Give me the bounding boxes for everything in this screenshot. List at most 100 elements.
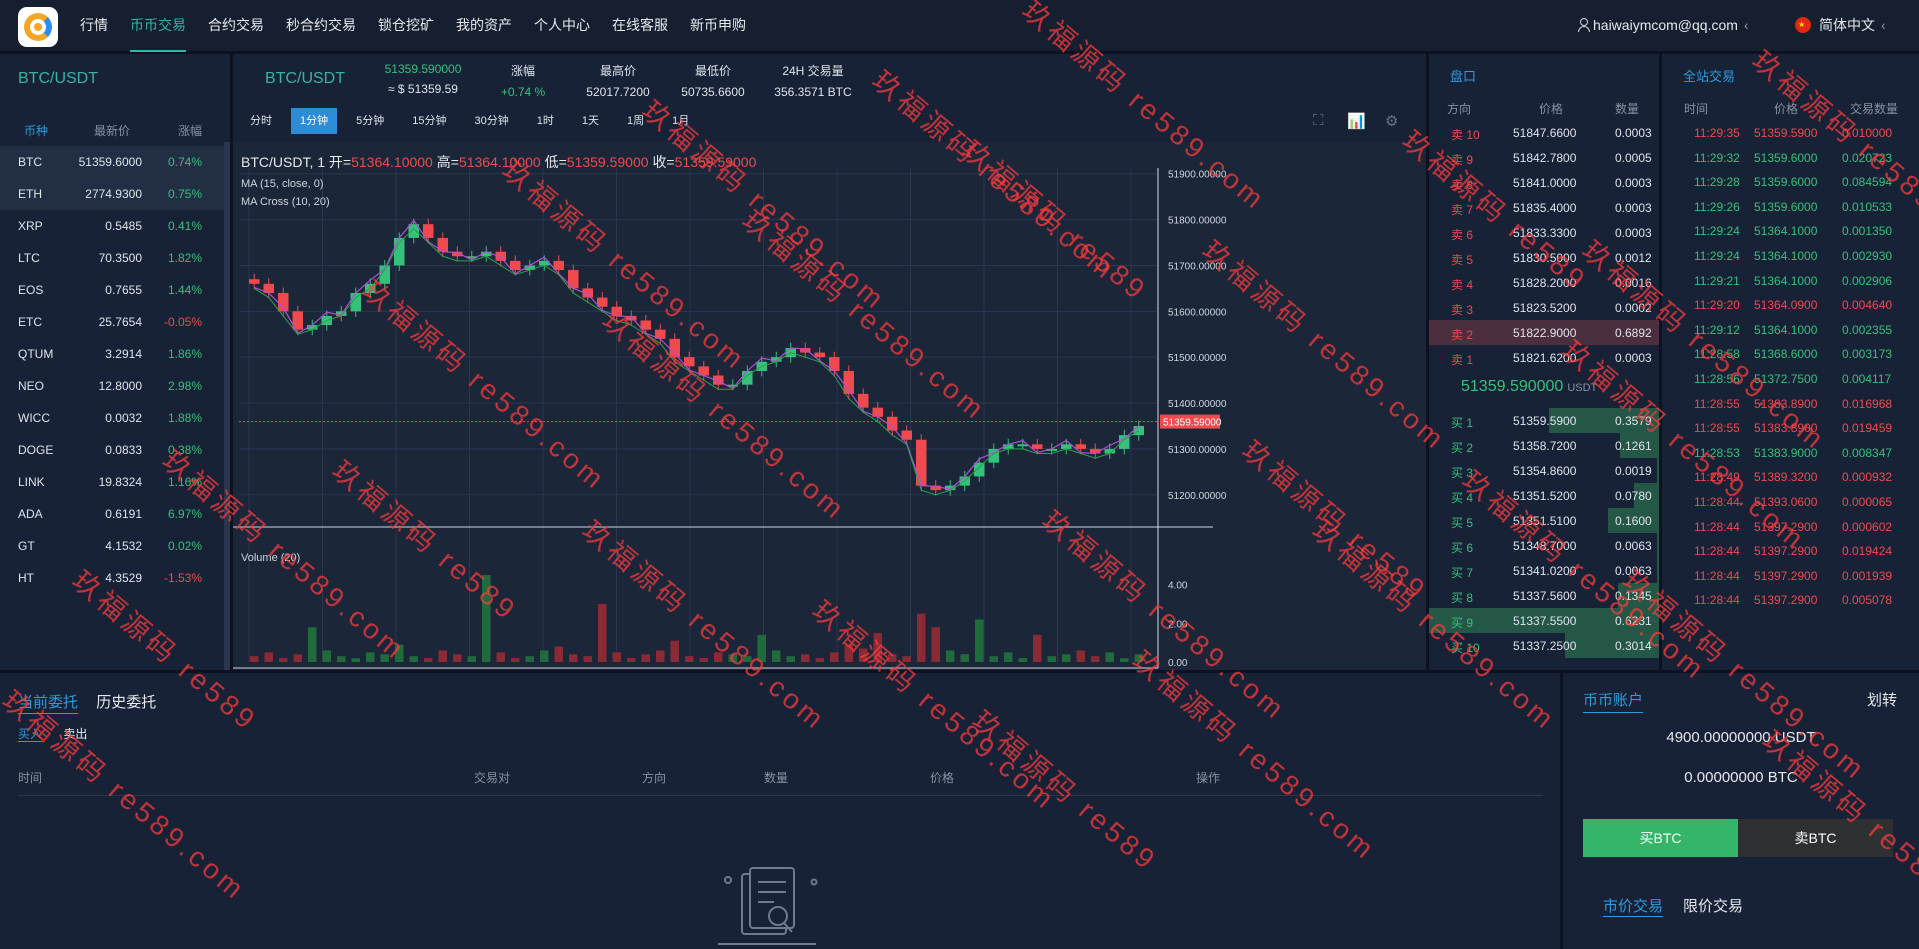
nav-staking[interactable]: 锁仓挖矿 <box>378 17 434 33</box>
indicator-ma-label: MA (15, close, 0) <box>241 178 324 190</box>
trade-amount: 0.003173 <box>1842 347 1893 362</box>
ask-row[interactable]: 卖 8 51841.0000 0.0003 <box>1429 170 1659 195</box>
market-list-scrollbar[interactable] <box>224 142 230 670</box>
ask-side: 卖 4 <box>1451 278 1474 292</box>
timeframe-4[interactable]: 30分钟 <box>474 115 509 127</box>
nav-spot-trading[interactable]: 币币交易 <box>130 0 186 52</box>
volume-bar <box>931 627 940 662</box>
ask-price: 51847.6600 <box>1513 126 1577 140</box>
market-row-eth[interactable]: ETH 2774.9300 0.75% <box>0 178 226 210</box>
market-row-btc[interactable]: BTC 51359.6000 0.74% <box>0 146 226 178</box>
volume-bar <box>482 575 491 662</box>
nav-profile[interactable]: 个人中心 <box>534 17 590 33</box>
header-coin[interactable]: 币种 <box>24 124 49 138</box>
volume-bar <box>438 650 447 662</box>
timeframe-5[interactable]: 1时 <box>536 115 554 127</box>
market-row-etc[interactable]: ETC 25.7654 -0.05% <box>0 306 226 338</box>
timeframe-3[interactable]: 15分钟 <box>412 115 447 127</box>
tab-current-orders[interactable]: 当前委托 <box>18 694 79 714</box>
bid-row[interactable]: 买 7 51341.0200 0.0063 <box>1429 558 1659 583</box>
filter-buy[interactable]: 买入 <box>18 727 43 742</box>
ask-row[interactable]: 卖 5 51830.5000 0.0012 <box>1429 245 1659 270</box>
bid-row[interactable]: 买 2 51358.7200 0.1261 <box>1429 433 1659 458</box>
market-row-link[interactable]: LINK 19.8324 1.16% <box>0 466 226 498</box>
nav-new-coin[interactable]: 新币申购 <box>690 17 746 33</box>
buy-btc-button[interactable]: 买BTC <box>1583 819 1738 857</box>
market-row-xrp[interactable]: XRP 0.5485 0.41% <box>0 210 226 242</box>
volume-bar <box>264 652 273 662</box>
market-symbol: QTUM <box>18 347 54 361</box>
user-menu[interactable]: haiwaiymcom@qq.com ‹ <box>1578 0 1749 52</box>
sell-btc-button[interactable]: 卖BTC <box>1738 819 1893 857</box>
trade-row: 11:28:55 51383.8900 0.019459 <box>1662 415 1919 440</box>
candlestick-chart[interactable]: 51900.00000 51800.00000 51700.00000 51600.0… <box>233 142 1426 670</box>
transfer-link[interactable]: 划转 <box>1866 692 1897 709</box>
nav-market[interactable]: 行情 <box>80 17 108 33</box>
candle-body <box>539 260 550 266</box>
col-action: 操作 <box>1196 771 1221 785</box>
market-price: 4.1532 <box>105 539 142 553</box>
market-row-neo[interactable]: NEO 12.8000 2.98% <box>0 370 226 402</box>
bid-row[interactable]: 买 4 51351.5200 0.0780 <box>1429 483 1659 508</box>
ask-row[interactable]: 卖 7 51835.4000 0.0003 <box>1429 195 1659 220</box>
ask-row[interactable]: 卖 4 51828.2000 0.0016 <box>1429 270 1659 295</box>
nav-support[interactable]: 在线客服 <box>612 17 668 33</box>
market-price: 19.8324 <box>98 475 142 489</box>
market-row-ltc[interactable]: LTC 70.3500 1.82% <box>0 242 226 274</box>
tab-market-order[interactable]: 市价交易 <box>1603 895 1664 917</box>
tab-limit-order[interactable]: 限价交易 <box>1683 898 1744 915</box>
logo[interactable] <box>18 7 58 47</box>
ask-row[interactable]: 卖 2 51822.9000 0.6892 <box>1429 320 1659 345</box>
volume-bar <box>641 654 650 662</box>
timeframe-6[interactable]: 1天 <box>581 115 599 127</box>
header-latest-price[interactable]: 最新价 <box>94 124 131 138</box>
ask-side: 卖 7 <box>1451 203 1474 217</box>
market-row-eos[interactable]: EOS 0.7655 1.44% <box>0 274 226 306</box>
market-row-gt[interactable]: GT 4.1532 0.02% <box>0 530 226 562</box>
bid-row[interactable]: 买 3 51354.8600 0.0019 <box>1429 458 1659 483</box>
bid-qty: 0.3014 <box>1615 639 1652 653</box>
nav-second-contract[interactable]: 秒合约交易 <box>286 17 356 33</box>
bid-row[interactable]: 买 10 51337.2500 0.3014 <box>1429 633 1659 658</box>
market-row-ht[interactable]: HT 4.3529 -1.53% <box>0 562 226 594</box>
market-row-wicc[interactable]: WICC 0.0032 1.88% <box>0 402 226 434</box>
candle-body <box>974 462 985 477</box>
settings-gear-icon[interactable]: ⚙ <box>1385 113 1399 130</box>
candle-body <box>742 370 753 385</box>
candle-body <box>466 256 477 259</box>
ask-row[interactable]: 卖 3 51823.5200 0.0002 <box>1429 295 1659 320</box>
price-tick-label: 51300.00000 <box>1168 445 1227 456</box>
nav-my-assets[interactable]: 我的资产 <box>456 17 512 33</box>
bid-row[interactable]: 买 8 51337.5600 0.1345 <box>1429 583 1659 608</box>
timeframe-1[interactable]: 1分钟 <box>291 108 338 134</box>
timeframe-8[interactable]: 1月 <box>672 115 690 127</box>
ask-row[interactable]: 卖 9 51842.7800 0.0005 <box>1429 145 1659 170</box>
timeframe-0[interactable]: 分时 <box>250 115 272 127</box>
trade-price: 51364.1000 <box>1754 224 1818 239</box>
bid-row[interactable]: 买 1 51359.5900 0.3579 <box>1429 408 1659 433</box>
language-selector[interactable]: 简体中文 ‹ <box>1795 0 1886 52</box>
header-change[interactable]: 涨幅 <box>178 124 203 138</box>
indicator-icon[interactable]: 📊 <box>1347 113 1366 130</box>
tab-order-history[interactable]: 历史委托 <box>96 694 157 711</box>
timeframe-7[interactable]: 1周 <box>627 115 645 127</box>
market-row-ada[interactable]: ADA 0.6191 6.97% <box>0 498 226 530</box>
volume-bar <box>1033 634 1042 662</box>
nav-contract[interactable]: 合约交易 <box>208 17 264 33</box>
market-row-doge[interactable]: DOGE 0.0833 0.38% <box>0 434 226 466</box>
ask-row[interactable]: 卖 1 51821.6200 0.0003 <box>1429 345 1659 370</box>
ask-row[interactable]: 卖 6 51833.3300 0.0003 <box>1429 220 1659 245</box>
bid-row[interactable]: 买 6 51348.7000 0.0063 <box>1429 533 1659 558</box>
bid-row[interactable]: 买 5 51351.5100 0.1600 <box>1429 508 1659 533</box>
market-row-qtum[interactable]: QTUM 3.2914 1.86% <box>0 338 226 370</box>
fullscreen-icon[interactable]: ⛶ <box>1313 112 1324 129</box>
filter-sell[interactable]: 卖出 <box>63 727 88 741</box>
ask-row[interactable]: 卖 10 51847.6600 0.0003 <box>1429 120 1659 145</box>
spot-account-title[interactable]: 币币账户 <box>1583 689 1644 713</box>
market-symbol: GT <box>18 539 35 553</box>
ask-price: 51842.7800 <box>1513 151 1577 165</box>
candle-body <box>1075 444 1086 449</box>
timeframe-2[interactable]: 5分钟 <box>356 115 385 127</box>
bid-price: 51341.0200 <box>1513 564 1577 578</box>
bid-row[interactable]: 买 9 51337.5500 0.6231 <box>1429 608 1659 633</box>
